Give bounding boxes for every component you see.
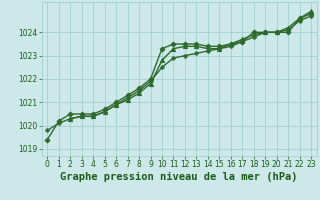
X-axis label: Graphe pression niveau de la mer (hPa): Graphe pression niveau de la mer (hPa) bbox=[60, 172, 298, 182]
